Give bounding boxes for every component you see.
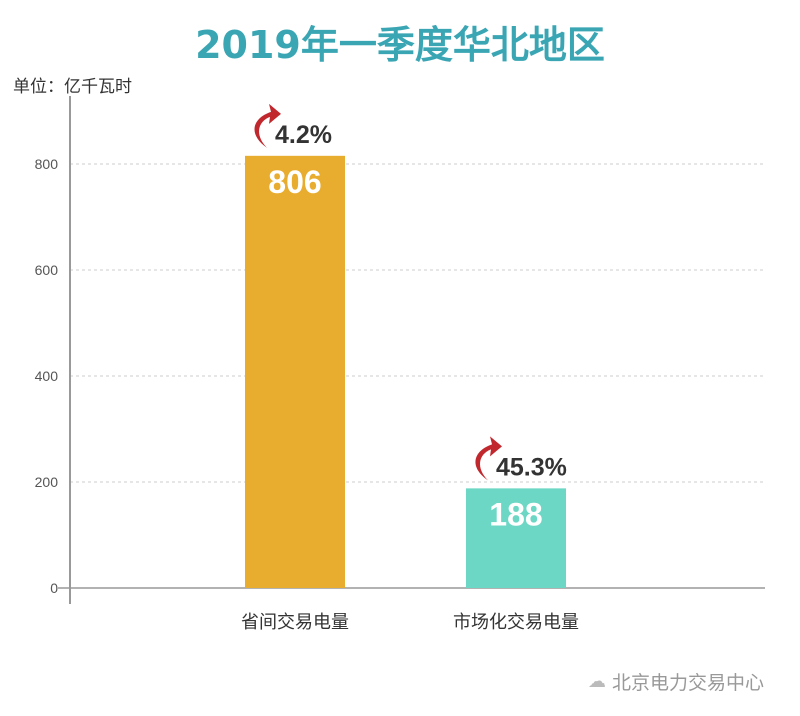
y-tick-label: 600 — [35, 262, 59, 278]
y-tick-label: 200 — [35, 474, 59, 490]
watermark-text: 北京电力交易中心 — [612, 672, 765, 694]
wechat-icon: ☁ — [588, 671, 606, 692]
y-tick-label: 0 — [50, 580, 58, 596]
x-tick-label: 市场化交易电量 — [453, 612, 579, 633]
growth-label: 4.2% — [275, 121, 332, 149]
y-tick-label: 400 — [35, 368, 59, 384]
growth-label: 45.3% — [496, 453, 567, 481]
unit-label: 单位：亿千瓦时 — [13, 77, 132, 97]
x-tick-label: 省间交易电量 — [241, 612, 349, 633]
watermark: ☁ 北京电力交易中心 — [588, 668, 764, 695]
bar-value-label: 188 — [489, 496, 542, 532]
chart-title: 2019年一季度华北地区 — [195, 23, 605, 67]
y-tick-label: 800 — [35, 156, 59, 172]
bar — [466, 488, 566, 588]
up-arrow-icon — [254, 103, 281, 148]
bar-value-label: 806 — [268, 164, 321, 200]
up-arrow-icon — [475, 436, 502, 481]
bar — [245, 155, 345, 588]
